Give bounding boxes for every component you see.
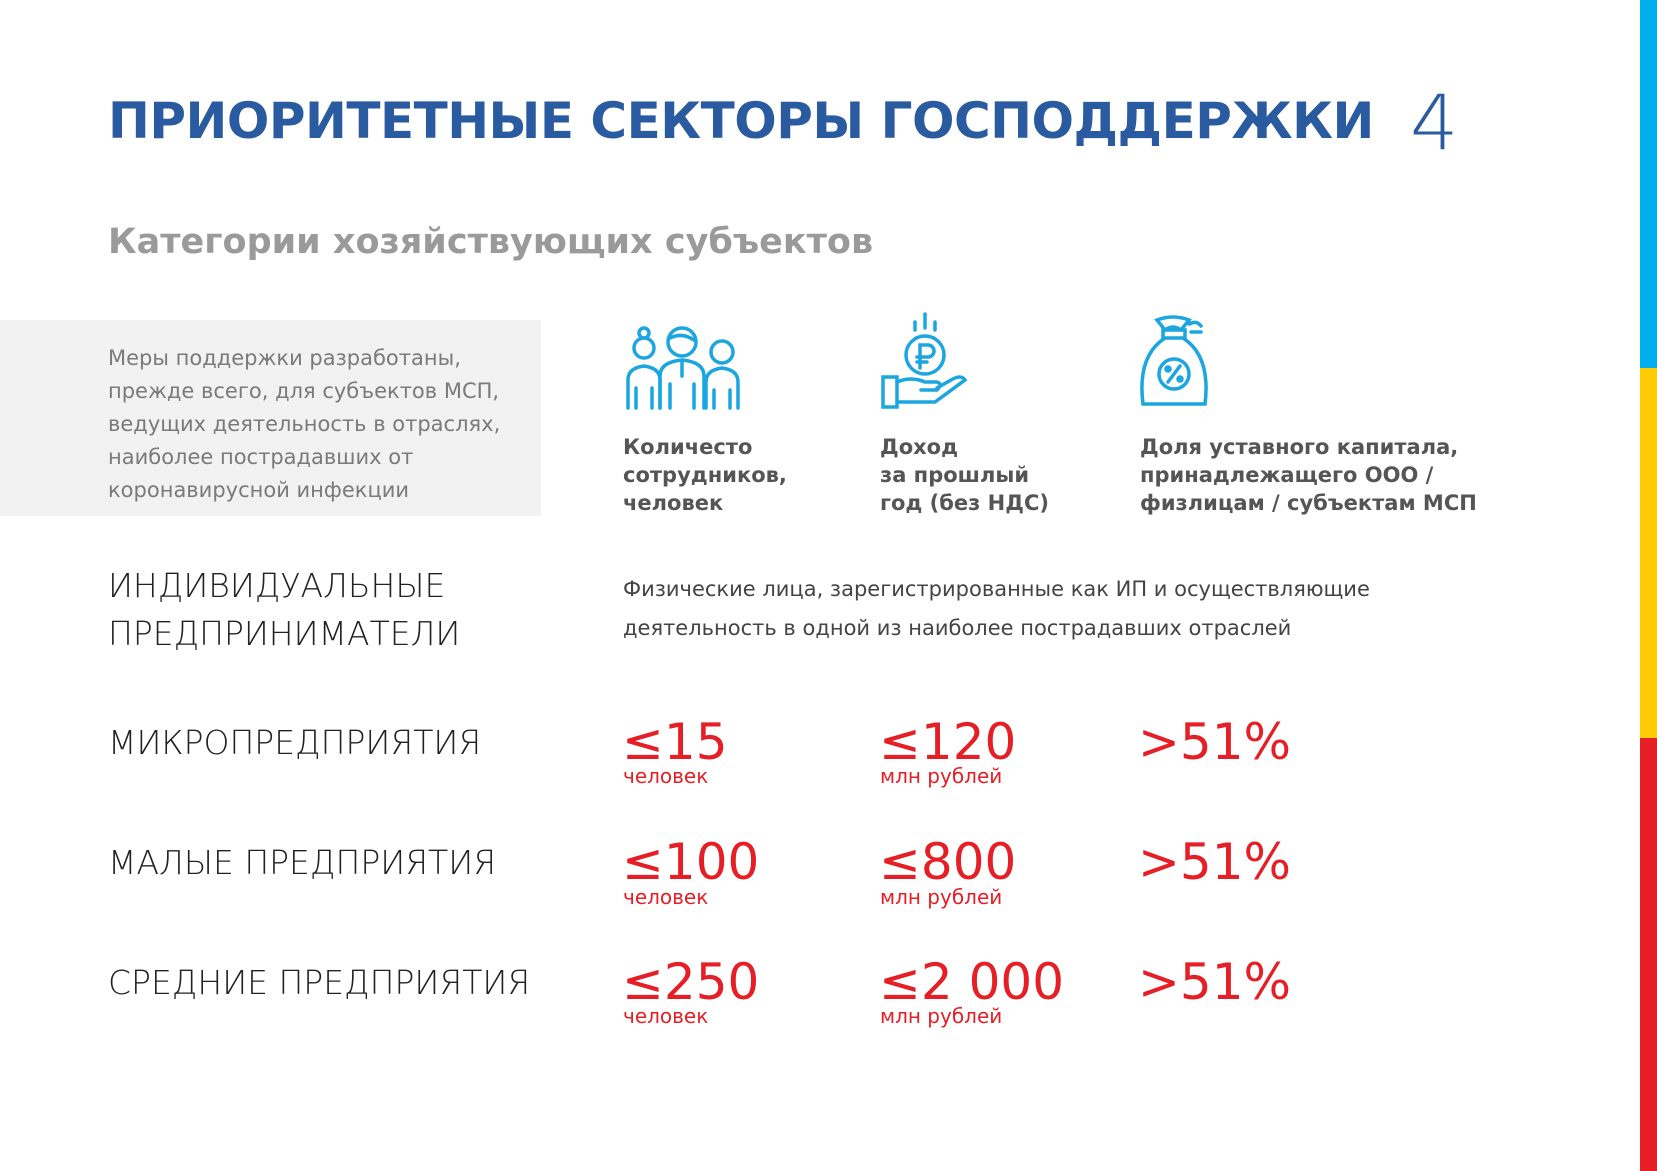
category-micro: МИКРОПРЕДПРИЯТИЯ [108,723,482,762]
income-value: ≤2 000 [879,953,1065,1011]
page-title: ПРИОРИТЕТНЫЕ СЕКТОРЫ ГОСПОДДЕРЖКИ [108,92,1374,150]
note-line: прежде всего, для субъектов МСП, [108,379,500,403]
stripe-yellow [1640,368,1657,738]
page-number: 4 [1410,78,1459,167]
stripe-red [1640,738,1657,1171]
income-unit: млн рублей [880,885,1003,909]
share-value: >51% [1138,953,1292,1011]
category-ip: ИНДИВИДУАЛЬНЫЕ ПРЕДПРИНИМАТЕЛИ [108,562,460,658]
income-unit: млн рублей [880,764,1003,788]
category-name-line: ИНДИВИДУАЛЬНЫЕ [108,566,446,605]
label-line: принадлежащего ООО / [1140,463,1434,487]
label-line: Количесто [623,435,753,459]
note-line: Меры поддержки разработаны, [108,346,461,370]
employees-unit: человек [623,1004,709,1028]
subtitle: Категории хозяйствующих субъектов [108,222,874,262]
label-line: сотрудников, [623,463,787,487]
label-line: физлицам / субъектам МСП [1140,491,1477,515]
employees-value: ≤250 [622,953,760,1011]
label-line: человек [623,491,724,515]
note-line: коронавирусной инфекции [108,478,410,502]
column-label-share: Доля уставного капитала, принадлежащего … [1140,433,1477,517]
share-value: >51% [1138,713,1292,771]
people-icon [626,326,740,410]
money-bag-percent-icon [1140,315,1208,406]
stripe-blue [1640,0,1657,368]
category-medium: СРЕДНИЕ ПРЕДПРИЯТИЯ [108,963,531,1002]
label-line: год (без НДС) [880,491,1049,515]
employees-value: ≤15 [622,713,728,771]
label-line: за прошлый [880,463,1030,487]
employees-unit: человек [623,764,709,788]
share-value: >51% [1138,833,1292,891]
description-line: деятельность в одной из наиболее пострад… [623,616,1292,640]
label-line: Доход [880,435,959,459]
employees-value: ≤100 [622,833,760,891]
income-value: ≤120 [879,713,1017,771]
category-small: МАЛЫЕ ПРЕДПРИЯТИЯ [108,843,497,882]
income-unit: млн рублей [880,1004,1003,1028]
hand-ruble-coin-icon [881,312,968,409]
note-box: Меры поддержки разработаны, прежде всего… [0,320,541,516]
category-name-line: ПРЕДПРИНИМАТЕЛИ [108,614,461,653]
column-label-income: Доход за прошлый год (без НДС) [880,433,1049,517]
income-value: ≤800 [879,833,1017,891]
column-label-employees: Количесто сотрудников, человек [623,433,787,517]
label-line: Доля уставного капитала, [1140,435,1459,459]
employees-unit: человек [623,885,709,909]
note-line: наиболее пострадавших от [108,445,414,469]
note-line: ведущих деятельность в отраслях, [108,412,501,436]
ip-description: Физические лица, зарегистрированные как … [623,570,1370,648]
description-line: Физические лица, зарегистрированные как … [623,577,1370,601]
